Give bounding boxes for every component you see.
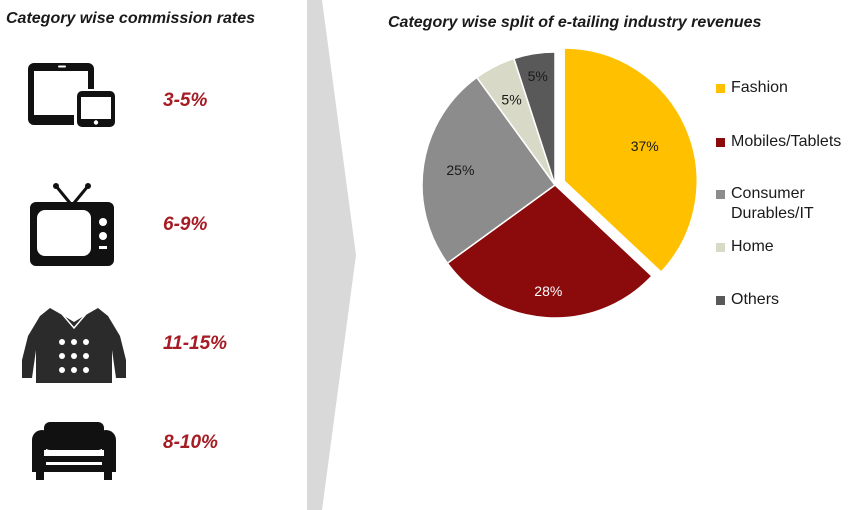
pie-label-others: 5% xyxy=(528,68,548,84)
pie-label-fashion: 37% xyxy=(631,138,659,154)
pie-label-consumer-durables-it: 25% xyxy=(446,162,474,178)
jacket-icon xyxy=(22,308,126,383)
pie-label-home: 5% xyxy=(501,92,521,108)
legend-item-mobiles-tablets: Mobiles/Tablets xyxy=(716,132,866,152)
legend-swatch xyxy=(716,296,725,305)
legend-swatch xyxy=(716,190,725,199)
sofa-icon xyxy=(32,422,116,480)
commission-rate-mobiles: 3-5% xyxy=(163,90,208,111)
pie-slice-consumer-durables-it xyxy=(421,76,557,265)
legend-item-home: Home xyxy=(716,237,866,257)
legend-label: Home xyxy=(731,238,774,255)
pie-slice-mobiles-tablets xyxy=(446,184,654,319)
legend-swatch xyxy=(716,84,725,93)
revenue-split-title: Category wise split of e-tailing industr… xyxy=(388,14,762,31)
legend-swatch xyxy=(716,243,725,252)
legend-item-consumer-durables: Consumer Durables/IT xyxy=(716,184,831,224)
pie-slice-fashion xyxy=(563,47,698,274)
commission-rate-home: 8-10% xyxy=(163,432,218,453)
legend-label: Fashion xyxy=(731,79,788,96)
legend-item-others: Others xyxy=(716,290,866,310)
legend-label: Mobiles/Tablets xyxy=(731,133,842,150)
legend-swatch xyxy=(716,138,725,147)
pie-label-mobiles-tablets: 28% xyxy=(534,283,562,299)
legend-item-fashion: Fashion xyxy=(716,78,866,98)
legend-label: Others xyxy=(731,291,780,308)
revenue-pie-chart: 37% 28% 25% 5% 5% xyxy=(421,47,698,319)
television-icon xyxy=(30,183,114,266)
pie-slice-others xyxy=(512,51,556,186)
legend-label: Consumer Durables/IT xyxy=(731,185,814,222)
commission-rate-electronics: 6-9% xyxy=(163,214,208,235)
commission-rate-fashion: 11-15% xyxy=(163,333,228,354)
mobile-tablet-icon xyxy=(28,63,118,128)
commission-rates-title: Category wise commission rates xyxy=(6,10,255,27)
